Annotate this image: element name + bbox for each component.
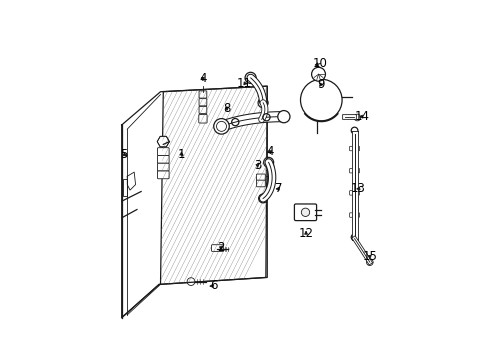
Text: 7: 7 — [274, 182, 282, 195]
Circle shape — [353, 114, 360, 121]
Circle shape — [350, 127, 357, 134]
FancyBboxPatch shape — [294, 204, 316, 221]
Bar — [122, 179, 126, 195]
Text: 13: 13 — [350, 182, 365, 195]
FancyBboxPatch shape — [349, 146, 359, 151]
Text: 2: 2 — [217, 241, 224, 254]
FancyBboxPatch shape — [157, 163, 169, 171]
Text: 15: 15 — [362, 250, 376, 263]
Polygon shape — [157, 136, 169, 147]
Circle shape — [366, 259, 372, 266]
FancyBboxPatch shape — [256, 174, 265, 181]
Text: 11: 11 — [237, 77, 251, 90]
Circle shape — [300, 79, 342, 121]
FancyBboxPatch shape — [256, 180, 265, 187]
FancyBboxPatch shape — [349, 213, 359, 217]
Text: 5: 5 — [120, 148, 127, 161]
Text: 1: 1 — [177, 148, 184, 161]
Circle shape — [311, 67, 325, 81]
Text: 3: 3 — [253, 159, 261, 172]
FancyBboxPatch shape — [265, 170, 273, 177]
Polygon shape — [160, 86, 267, 284]
FancyBboxPatch shape — [198, 114, 207, 123]
Circle shape — [187, 278, 195, 285]
Text: 12: 12 — [298, 226, 313, 240]
Text: 14: 14 — [354, 110, 369, 123]
Circle shape — [258, 98, 267, 108]
Text: 8: 8 — [223, 102, 230, 115]
Circle shape — [244, 72, 256, 84]
FancyBboxPatch shape — [265, 176, 273, 183]
Text: 4: 4 — [266, 145, 273, 158]
Text: 6: 6 — [209, 279, 217, 292]
FancyBboxPatch shape — [199, 99, 206, 106]
FancyBboxPatch shape — [211, 245, 223, 251]
FancyBboxPatch shape — [265, 164, 273, 171]
FancyBboxPatch shape — [199, 107, 206, 114]
Circle shape — [350, 234, 357, 240]
FancyBboxPatch shape — [157, 171, 169, 179]
FancyBboxPatch shape — [157, 156, 169, 163]
Text: 10: 10 — [312, 57, 327, 70]
FancyBboxPatch shape — [349, 168, 359, 173]
Circle shape — [213, 118, 229, 134]
Text: 4: 4 — [199, 72, 206, 85]
FancyBboxPatch shape — [349, 191, 359, 195]
Circle shape — [277, 111, 289, 123]
FancyBboxPatch shape — [157, 148, 169, 156]
Circle shape — [301, 208, 309, 216]
FancyBboxPatch shape — [199, 91, 206, 98]
Circle shape — [258, 194, 267, 203]
Circle shape — [263, 157, 273, 167]
Text: 9: 9 — [317, 78, 325, 91]
